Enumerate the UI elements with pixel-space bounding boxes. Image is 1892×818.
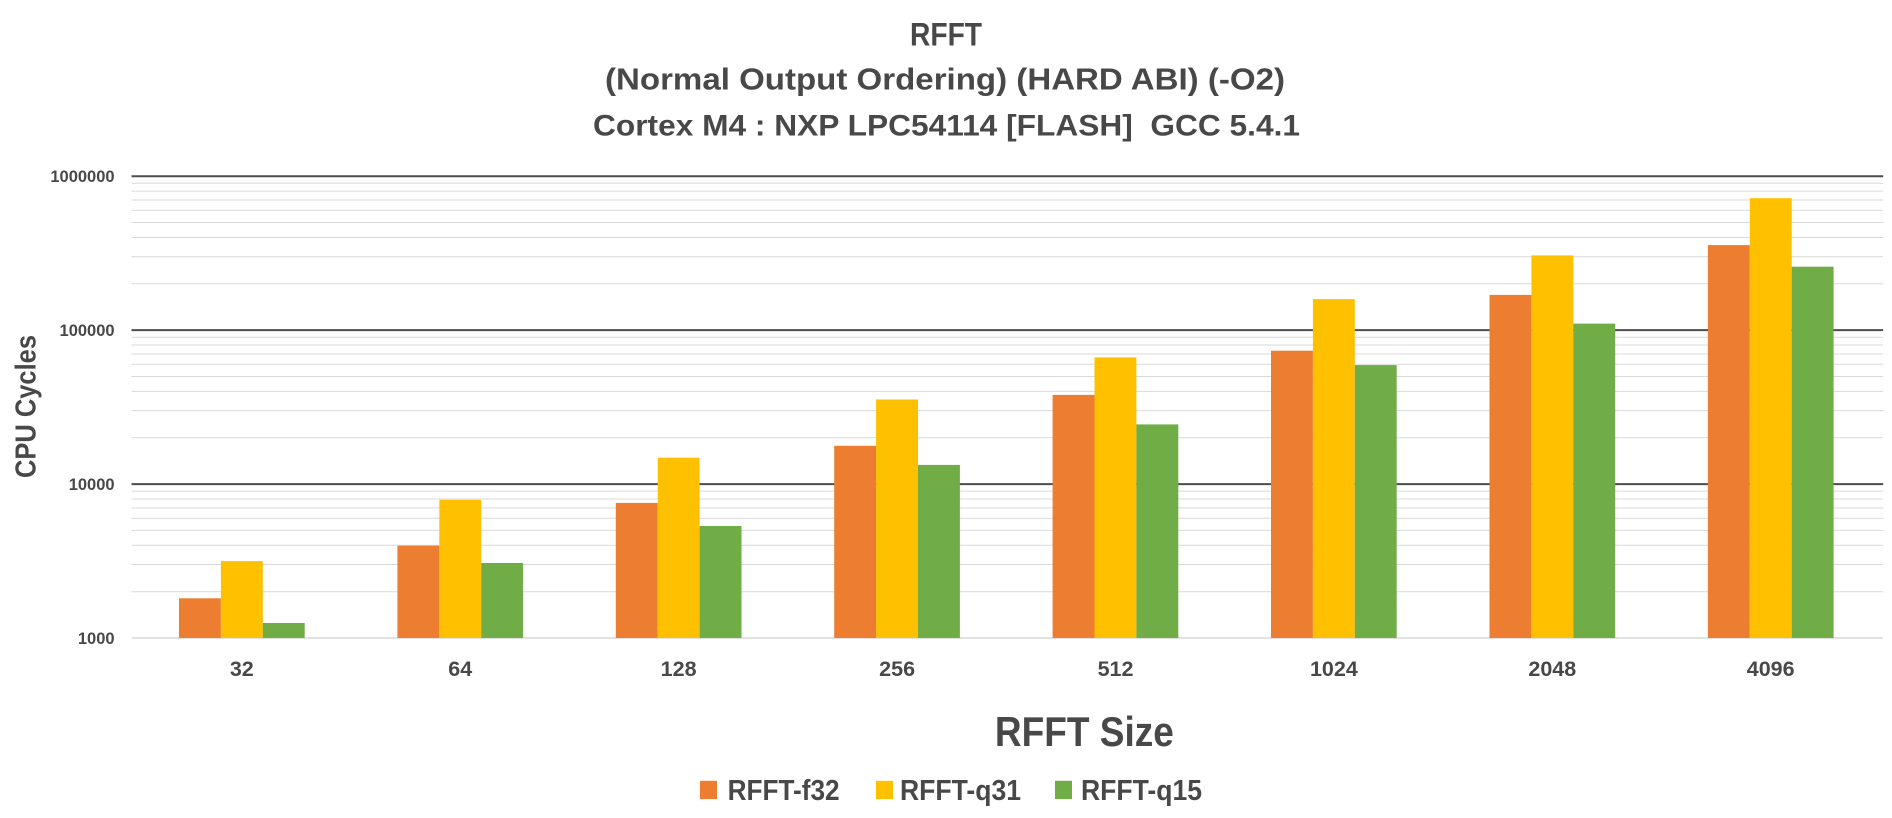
svg-text:4096: 4096 [1747,657,1795,681]
svg-text:CPU Cycles: CPU Cycles [11,335,43,478]
svg-text:RFFT-q31: RFFT-q31 [900,775,1021,807]
svg-text:RFFT-q15: RFFT-q15 [1081,775,1202,807]
svg-text:128: 128 [661,657,697,681]
svg-text:10000: 10000 [69,476,115,494]
svg-text:64: 64 [448,657,472,681]
svg-text:1000000: 1000000 [50,168,114,186]
svg-text:2048: 2048 [1528,657,1576,681]
svg-text:RFFT: RFFT [910,17,982,53]
svg-text:32: 32 [230,657,254,681]
svg-text:512: 512 [1098,657,1134,681]
svg-text:256: 256 [879,657,915,681]
svg-text:Cortex M4 : NXP LPC54114 [FLAS: Cortex M4 : NXP LPC54114 [FLASH] GCC 5.4… [593,109,1300,142]
svg-text:RFFT-f32: RFFT-f32 [728,775,840,807]
svg-text:(Normal Output Ordering) (HARD: (Normal Output Ordering) (HARD ABI) (-O2… [605,62,1285,96]
svg-text:100000: 100000 [60,322,115,340]
svg-text:1024: 1024 [1310,657,1358,681]
svg-text:1000: 1000 [78,630,115,648]
svg-text:RFFT Size: RFFT Size [995,708,1174,755]
